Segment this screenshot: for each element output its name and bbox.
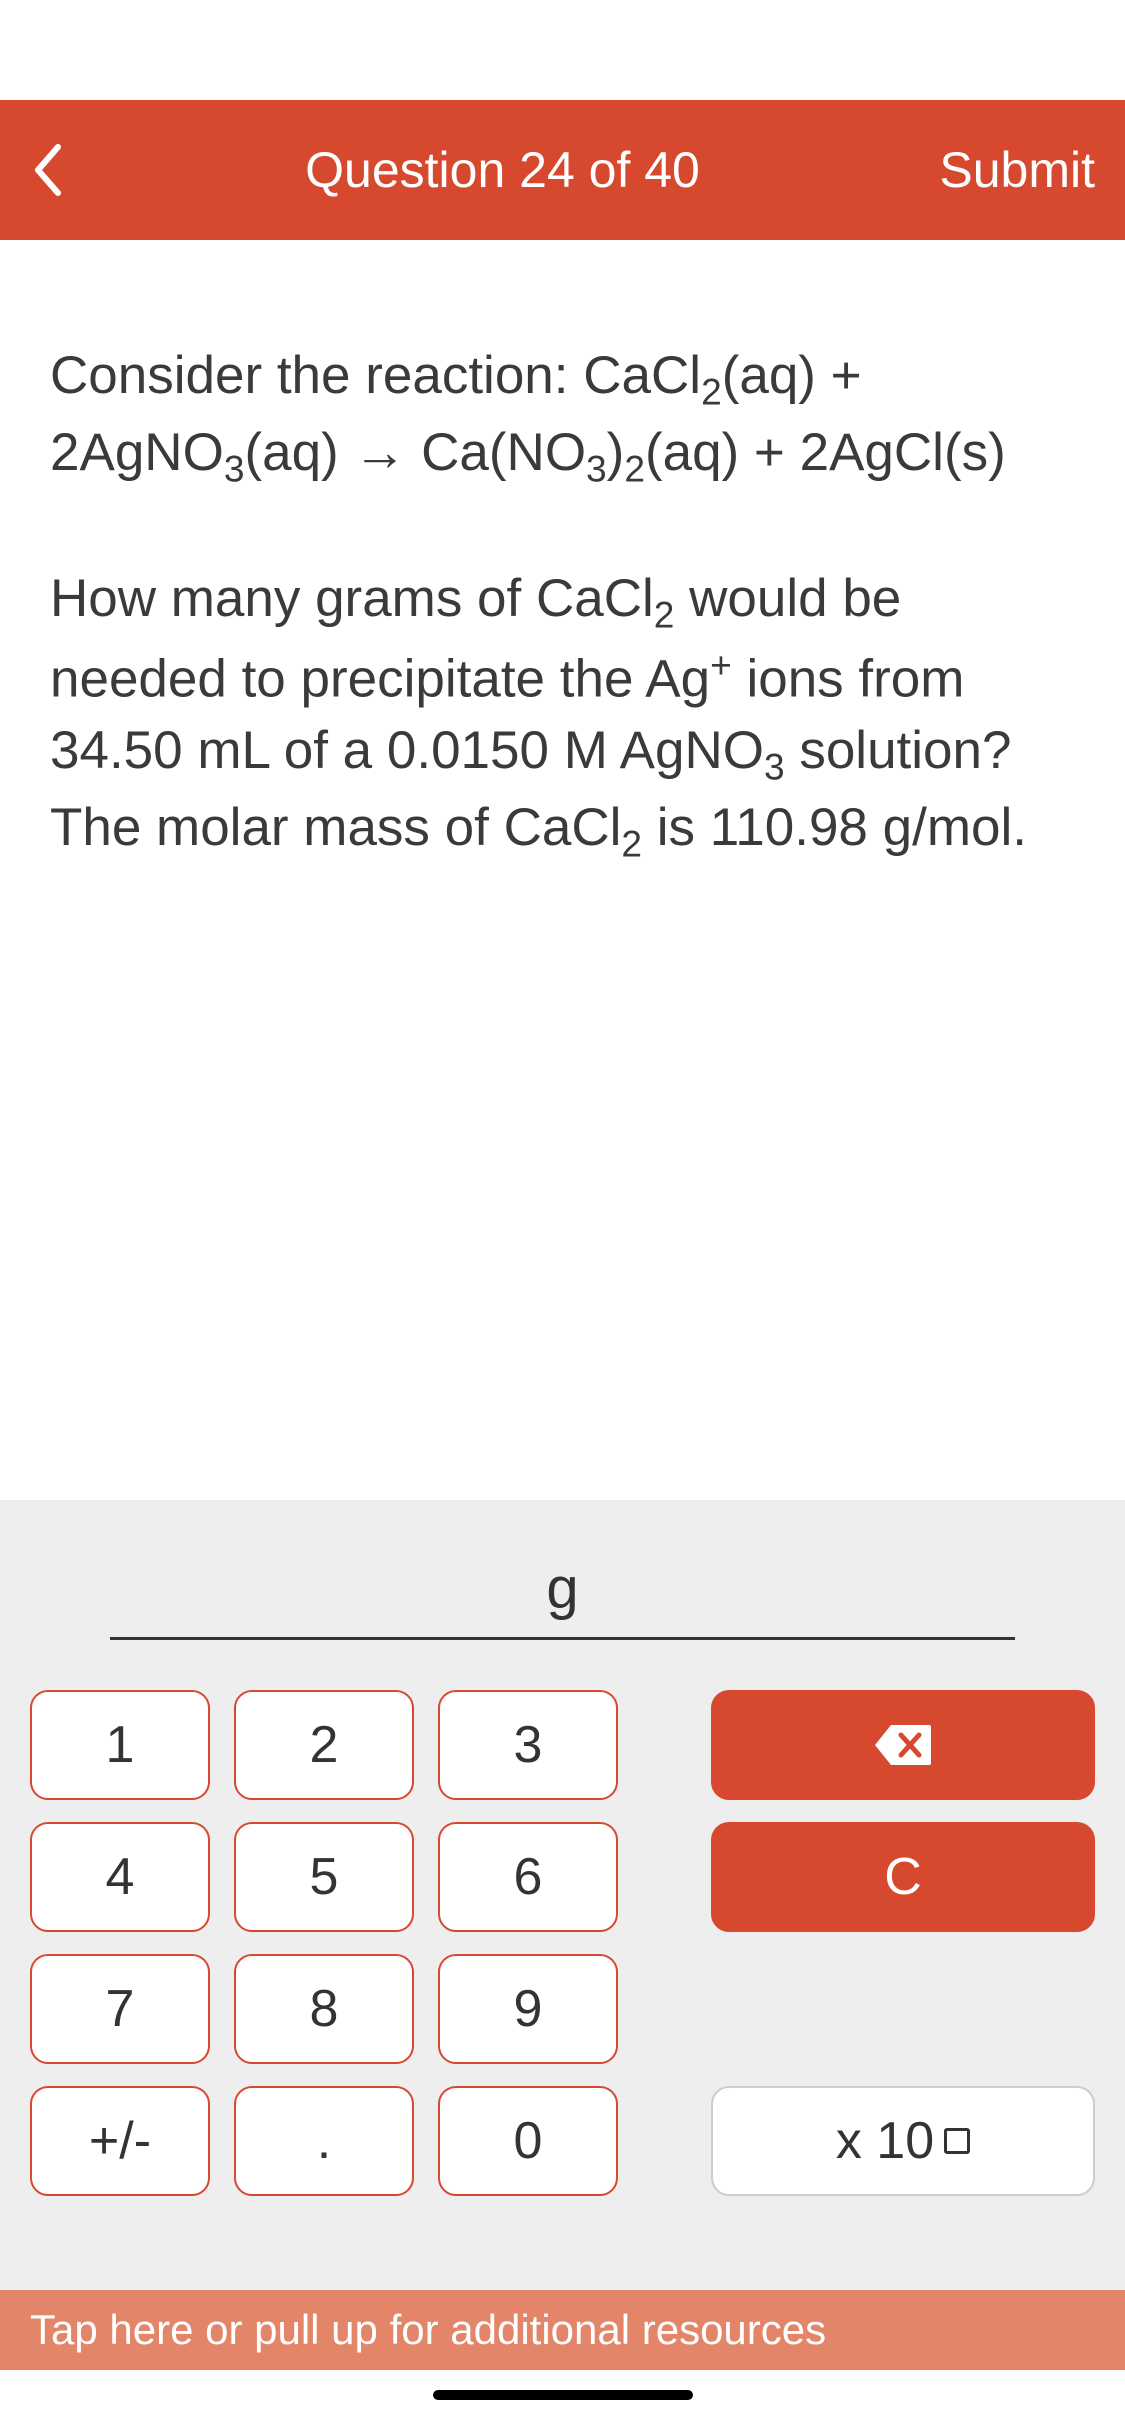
- key-3[interactable]: 3: [438, 1690, 618, 1800]
- reaction-prefix: Consider the reaction:: [50, 346, 583, 405]
- submit-button[interactable]: Submit: [895, 141, 1095, 199]
- exponent-box-icon: [944, 2128, 970, 2154]
- key-2[interactable]: 2: [234, 1690, 414, 1800]
- question-text: Consider the reaction: CaCl2(aq) + 2AgNO…: [50, 340, 1075, 868]
- back-button[interactable]: [30, 143, 110, 197]
- backspace-icon: [873, 1723, 933, 1767]
- key-9[interactable]: 9: [438, 1954, 618, 2064]
- keypad-row-2: 4 5 6 C: [30, 1822, 1095, 1932]
- backspace-button[interactable]: [711, 1690, 1095, 1800]
- key-5[interactable]: 5: [234, 1822, 414, 1932]
- input-panel: g 1 2 3 4 5 6 C 7 8 9 +/- . 0 x 10: [0, 1500, 1125, 2290]
- home-indicator: [0, 2370, 1125, 2436]
- key-1[interactable]: 1: [30, 1690, 210, 1800]
- answer-input[interactable]: g: [110, 1540, 1015, 1640]
- key-0[interactable]: 0: [438, 2086, 618, 2196]
- header-bar: Question 24 of 40 Submit: [0, 100, 1125, 240]
- footer-text: Tap here or pull up for additional resou…: [30, 2306, 826, 2354]
- key-8[interactable]: 8: [234, 1954, 414, 2064]
- key-sign[interactable]: +/-: [30, 2086, 210, 2196]
- keypad-row-3: 7 8 9: [30, 1954, 1095, 2064]
- key-dot[interactable]: .: [234, 2086, 414, 2196]
- question-prompt: How many grams of CaCl2 would be needed …: [50, 563, 1075, 868]
- keypad-row-1: 1 2 3: [30, 1690, 1095, 1800]
- resources-footer[interactable]: Tap here or pull up for additional resou…: [0, 2290, 1125, 2370]
- question-area: Consider the reaction: CaCl2(aq) + 2AgNO…: [0, 240, 1125, 1500]
- reaction-line: Consider the reaction: CaCl2(aq) + 2AgNO…: [50, 340, 1075, 493]
- exponent-button[interactable]: x 10: [711, 2086, 1095, 2196]
- chevron-left-icon: [30, 143, 64, 197]
- clear-button[interactable]: C: [711, 1822, 1095, 1932]
- key-7[interactable]: 7: [30, 1954, 210, 2064]
- status-bar: [0, 0, 1125, 100]
- key-4[interactable]: 4: [30, 1822, 210, 1932]
- exp-prefix: x 10: [836, 2111, 934, 2171]
- keypad-row-4: +/- . 0 x 10: [30, 2086, 1095, 2196]
- answer-unit: g: [546, 1555, 578, 1622]
- page-title: Question 24 of 40: [110, 141, 895, 199]
- key-6[interactable]: 6: [438, 1822, 618, 1932]
